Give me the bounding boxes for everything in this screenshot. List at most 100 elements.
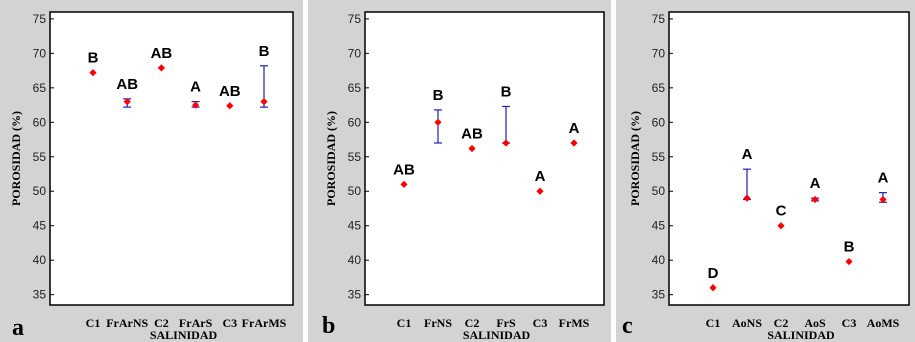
y-tick-label: 75 (33, 12, 47, 26)
y-tick-label: 35 (348, 288, 362, 302)
y-tick-label: 60 (33, 115, 47, 129)
data-point (777, 222, 785, 230)
y-tick-label: 55 (348, 150, 362, 164)
data-point (811, 195, 819, 204)
x-tick-label: FrMS (559, 316, 590, 330)
y-axis-label: POROSIDAD (%) (324, 111, 338, 206)
data-point (502, 139, 510, 147)
group-letter-label: A (810, 175, 821, 192)
data-point (743, 194, 751, 202)
x-axis-label: SALINIDAD (767, 328, 835, 342)
group-letter-label: B (259, 43, 270, 60)
data-point (89, 69, 97, 77)
chart-c-svg: 35 40 45 50 55 60 65 70 75 POROSIDAD (%) C1 D AoNS A C… (616, 0, 915, 342)
y-tick-label: 40 (348, 253, 362, 267)
x-tick-label: C3 (533, 316, 548, 330)
x-tick-label: AoMS (867, 316, 900, 330)
x-tick-label: FrNS (424, 316, 452, 330)
panel-label-b: b (322, 313, 336, 339)
y-tick-label: 45 (348, 219, 362, 233)
x-axis-label: SALINIDAD (463, 328, 531, 342)
data-point (192, 101, 200, 109)
y-tick-label: 45 (652, 219, 666, 233)
y-axis-label: POROSIDAD (%) (628, 111, 642, 206)
y-tick-label: 60 (652, 115, 666, 129)
data-point (123, 98, 131, 106)
group-letter-label: B (433, 87, 444, 104)
x-axis-label: SALINIDAD (150, 328, 218, 342)
data-point (845, 257, 853, 266)
data-point (157, 64, 165, 72)
x-tick-label: FrS (496, 316, 516, 330)
group-letter-label: B (501, 83, 512, 100)
x-tick-label: C3 (842, 316, 857, 330)
x-tick-label: C3 (222, 316, 237, 330)
y-tick-label: 65 (33, 81, 47, 95)
x-tick-label: C2 (465, 316, 480, 330)
y-tick-label: 70 (348, 46, 362, 60)
x-tick-label: C1 (397, 316, 412, 330)
data-point (709, 284, 717, 292)
y-tick-label: 70 (33, 46, 47, 60)
y-tick-label: 45 (33, 219, 47, 233)
group-letter-label: AB (151, 45, 173, 62)
group-letter-label: C (776, 203, 787, 220)
x-tick-label: C1 (706, 316, 721, 330)
y-tick-label: 40 (652, 253, 666, 267)
y-tick-label: 65 (652, 81, 666, 95)
group-letter-label: A (535, 168, 546, 185)
y-tick-label: 60 (348, 115, 362, 129)
data-point (570, 139, 578, 147)
group-letter-label: B (88, 50, 99, 67)
group-letter-label: AB (116, 76, 138, 93)
data-point (468, 144, 476, 153)
y-tick-label: 40 (33, 253, 47, 267)
plot-area (49, 11, 294, 306)
data-point (536, 187, 544, 195)
x-tick-label: FrArS (179, 316, 213, 330)
x-tick-label: AoS (804, 316, 826, 330)
plot-area (668, 11, 910, 306)
group-letter-label: A (569, 120, 580, 137)
y-tick-label: 55 (33, 150, 47, 164)
y-tick-label: 50 (33, 184, 47, 198)
group-letter-label: AB (393, 161, 415, 178)
y-tick-label: 35 (652, 288, 666, 302)
y-tick-label: 75 (652, 12, 666, 26)
chart-panel-a: 35 40 45 50 55 60 65 70 75 POROSIDAD (%) C1 B FrArNS… (0, 0, 303, 342)
chart-a-svg: 35 40 45 50 55 60 65 70 75 POROSIDAD (%) C1 B FrArNS… (0, 0, 303, 342)
group-letter-label: D (708, 265, 719, 282)
group-letter-label: AB (461, 126, 483, 143)
panel-label-c: c (622, 313, 633, 339)
chart-panel-b: 35 40 45 50 55 60 65 70 75 POROSIDAD (%) C1 AB FrNS B… (308, 0, 611, 342)
group-letter-label: B (844, 239, 855, 256)
y-tick-label: 50 (348, 184, 362, 198)
y-tick-label: 70 (652, 46, 666, 60)
data-point (400, 180, 408, 188)
y-tick-label: 65 (348, 81, 362, 95)
data-point (260, 98, 268, 106)
x-tick-label: C2 (774, 316, 789, 330)
y-tick-label: 55 (652, 150, 666, 164)
chart-panel-c: 35 40 45 50 55 60 65 70 75 POROSIDAD (%) C1 D AoNS A C… (616, 0, 915, 342)
data-point (434, 118, 442, 126)
group-letter-label: AB (219, 83, 241, 100)
y-axis-label: POROSIDAD (%) (9, 111, 23, 206)
x-tick-label: C2 (154, 316, 169, 330)
x-tick-label: FrArMS (242, 316, 287, 330)
y-tick-label: 35 (33, 288, 47, 302)
group-letter-label: A (190, 79, 201, 96)
plot-area (364, 11, 605, 306)
x-tick-label: C1 (86, 316, 101, 330)
data-point (879, 195, 887, 204)
y-tick-label: 50 (652, 184, 666, 198)
y-tick-label: 75 (348, 12, 362, 26)
group-letter-label: A (742, 146, 753, 163)
x-tick-label: AoNS (732, 316, 762, 330)
group-letter-label: A (878, 170, 889, 187)
data-point (226, 102, 234, 110)
x-tick-label: FrArNS (106, 316, 148, 330)
panel-label-a: a (12, 315, 24, 341)
